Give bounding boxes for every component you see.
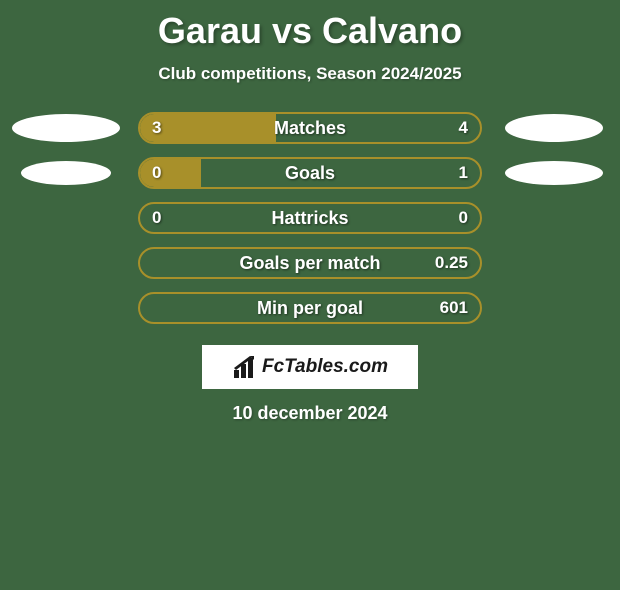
- stat-bar: 0 Goals 1: [138, 157, 482, 189]
- bar-fill-left: [140, 159, 201, 187]
- date-label: 10 december 2024: [0, 403, 620, 424]
- stat-right-value: 4: [459, 118, 468, 138]
- left-shape-slot: [12, 114, 120, 142]
- stat-left-value: 0: [152, 208, 161, 228]
- stat-label: Hattricks: [271, 208, 348, 229]
- stat-row: Goals per match 0.25: [0, 247, 620, 279]
- player-shape-icon: [21, 161, 111, 185]
- right-shape-slot: [500, 114, 608, 142]
- stat-row: 3 Matches 4: [0, 112, 620, 144]
- left-shape-slot: [12, 161, 120, 185]
- player-shape-icon: [505, 114, 603, 142]
- stat-bar: 0 Hattricks 0: [138, 202, 482, 234]
- subtitle: Club competitions, Season 2024/2025: [0, 64, 620, 84]
- stat-right-value: 0: [459, 208, 468, 228]
- logo-container: FcTables.com: [202, 345, 418, 389]
- stat-right-value: 601: [440, 298, 468, 318]
- stat-right-value: 0.25: [435, 253, 468, 273]
- page-title: Garau vs Calvano: [0, 10, 620, 52]
- right-shape-slot: [500, 161, 608, 185]
- player-shape-icon: [12, 114, 120, 142]
- stat-label: Goals: [285, 163, 335, 184]
- chart-icon: [232, 354, 258, 380]
- stat-label: Matches: [274, 118, 346, 139]
- stats-content: 3 Matches 4 0 Goals 1 0 Hattricks 0 Goals per mat…: [0, 112, 620, 389]
- stat-row: 0 Goals 1: [0, 157, 620, 189]
- player-shape-icon: [505, 161, 603, 185]
- stat-right-value: 1: [459, 163, 468, 183]
- stat-bar: 3 Matches 4: [138, 112, 482, 144]
- stat-row: 0 Hattricks 0: [0, 202, 620, 234]
- stat-left-value: 0: [152, 163, 161, 183]
- stat-left-value: 3: [152, 118, 161, 138]
- stat-bar: Min per goal 601: [138, 292, 482, 324]
- stat-label: Goals per match: [239, 253, 380, 274]
- stat-bar: Goals per match 0.25: [138, 247, 482, 279]
- stat-label: Min per goal: [257, 298, 363, 319]
- stat-row: Min per goal 601: [0, 292, 620, 324]
- logo-text: FcTables.com: [262, 356, 388, 378]
